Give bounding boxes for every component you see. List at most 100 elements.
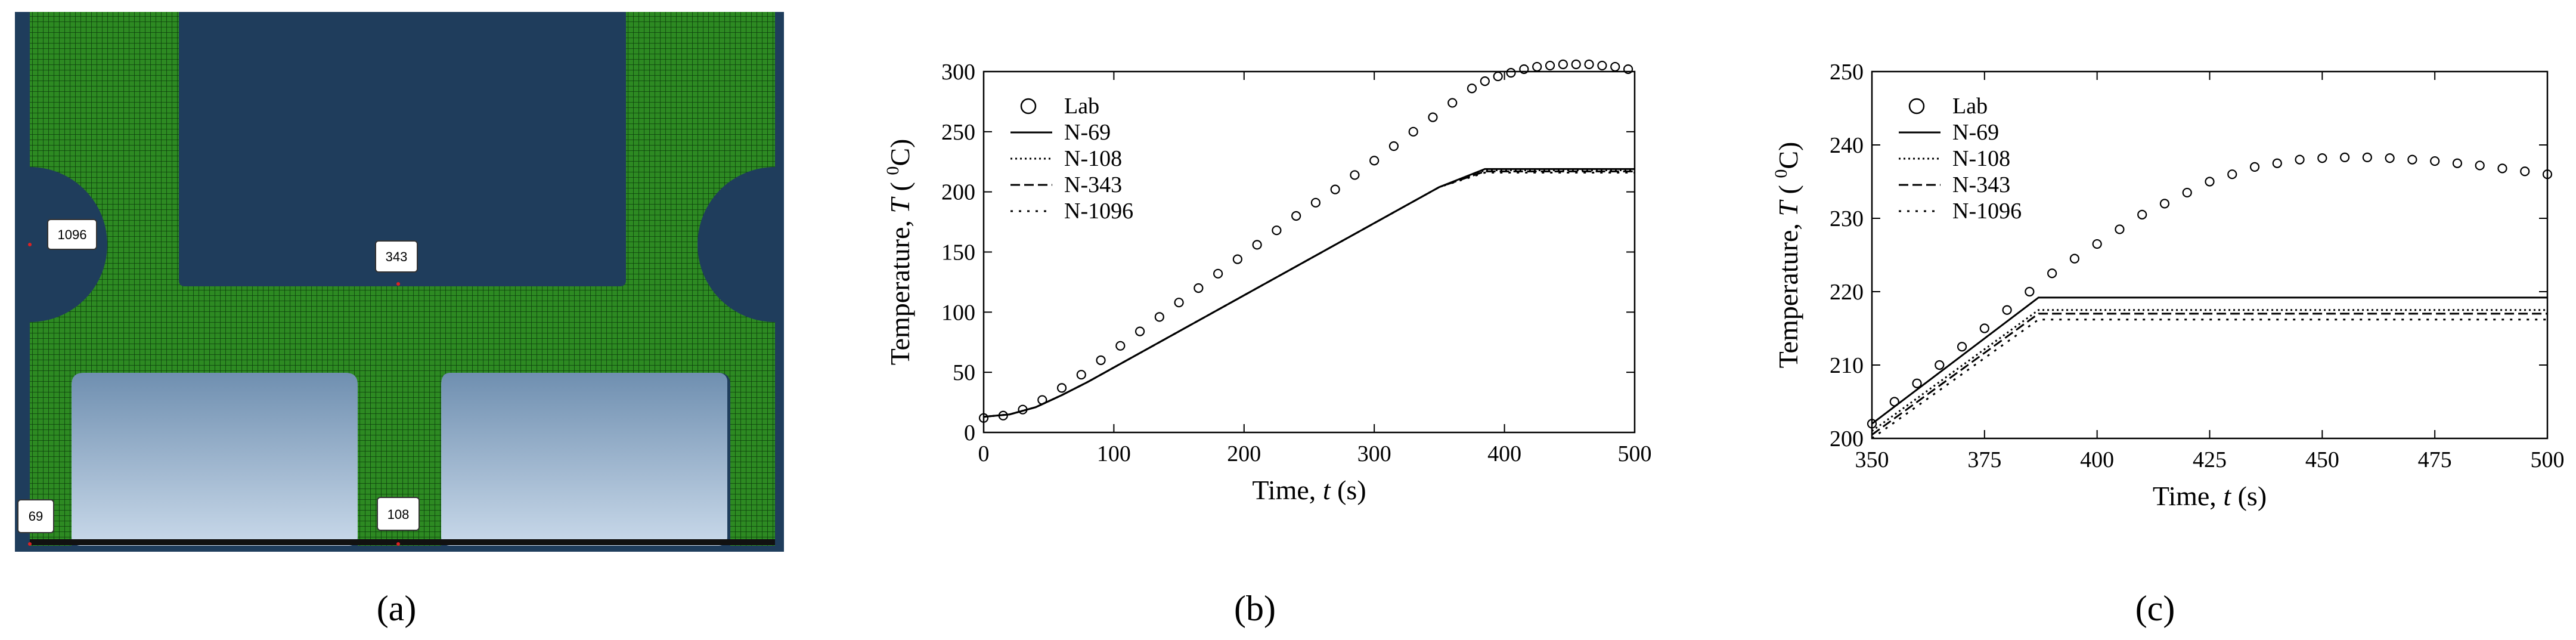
node-label-108: 108 [377, 497, 420, 531]
lab-data-point [1623, 64, 1633, 75]
x-tick-label: 400 [1487, 441, 1521, 466]
panel-a-mesh: 1096 343 69 108 [15, 12, 784, 552]
lab-data-point [1272, 225, 1282, 236]
lab-data-point [1388, 141, 1399, 152]
y-tick-label: 250 [1830, 60, 1864, 85]
y-axis-label: Temperature, T ( 0C) [1771, 142, 1803, 369]
y-axis-label: Temperature, T ( 0C) [883, 139, 915, 366]
lab-data-point [1979, 323, 1989, 333]
lab-data-point [1558, 59, 1568, 70]
legend-label: N-108 [1952, 146, 2010, 171]
lab-data-point [1232, 254, 1242, 264]
lab-data-point [1519, 64, 1529, 75]
x-tick-label: 350 [1855, 447, 1889, 472]
y-tick-label: 210 [1830, 353, 1864, 378]
legend-label: N-69 [1064, 120, 1111, 145]
caption-c: (c) [2135, 589, 2175, 628]
lab-data-point [2227, 169, 2237, 180]
lab-data-point [1532, 61, 1542, 72]
x-tick-label: 375 [1967, 447, 2001, 472]
node-label-343: 343 [375, 240, 418, 273]
lab-data-point [2340, 152, 2350, 163]
series-line-n-1096 [1871, 319, 2547, 440]
lower-gap-left [72, 373, 358, 546]
lab-data-point [2430, 156, 2440, 166]
legend-label: Lab [1064, 94, 1099, 119]
x-tick-label: 450 [2305, 447, 2339, 472]
svg-text:69: 69 [29, 509, 43, 524]
node-marker-1096 [28, 243, 32, 246]
lab-data-point [2069, 253, 2079, 264]
series-line-n-343 [1871, 313, 2547, 436]
lab-data-point [2115, 224, 2125, 234]
lab-data-point [2295, 154, 2305, 165]
x-axis-label: Time, t (s) [2153, 481, 2267, 511]
lab-data-point [1056, 383, 1067, 393]
lab-data-point [2182, 187, 2192, 198]
lab-data-point [1194, 283, 1204, 293]
lab-data-point [1506, 67, 1516, 78]
lab-data-point [1096, 355, 1106, 366]
y-tick-label: 250 [941, 120, 975, 145]
series-line-n-343 [983, 170, 1635, 418]
lab-data-point [1867, 419, 1877, 429]
y-tick-label: 100 [941, 300, 975, 325]
caption-b: (b) [1234, 589, 1276, 628]
legend-label: N-1096 [1064, 199, 1133, 224]
lab-data-point [2047, 268, 2057, 279]
lab-data-point [2497, 163, 2507, 174]
lab-data-point [2249, 162, 2260, 172]
mesh-body [30, 12, 775, 546]
lab-data-point [1935, 360, 1945, 370]
lower-gap-right [441, 373, 727, 546]
lab-data-point [2407, 154, 2417, 165]
y-tick-label: 240 [1830, 133, 1864, 158]
lab-data-point [1957, 342, 1967, 352]
lab-data-point [1076, 370, 1086, 380]
lab-data-point [2272, 158, 2282, 168]
lab-data-point [1480, 76, 1490, 86]
y-tick-label: 220 [1830, 280, 1864, 305]
lab-data-point [2317, 153, 2327, 163]
x-tick-label: 400 [2080, 447, 2114, 472]
x-tick-label: 475 [2418, 447, 2452, 472]
svg-text:108: 108 [388, 507, 410, 522]
x-tick-label: 200 [1227, 441, 1261, 466]
lab-data-point [1310, 197, 1321, 208]
x-axis-label: Time, t (s) [1252, 475, 1366, 505]
lab-data-point [1545, 60, 1555, 71]
chart-c: 350 375 400 425 450 475 500 200 210 220 230 240 250 T… [1771, 60, 2565, 511]
x-tick-label: 425 [2193, 447, 2227, 472]
lab-data-point [1571, 59, 1581, 70]
legend-marker-lab [1908, 98, 1925, 115]
mesh-bottom-bar [30, 539, 775, 545]
caption-a: (a) [377, 589, 417, 628]
lab-data-point [2452, 158, 2463, 168]
lab-data-point [1369, 156, 1380, 166]
lab-data-point [2002, 305, 2012, 315]
legend-label: Lab [1952, 94, 1988, 119]
lab-data-point [2137, 209, 2147, 219]
series-line-n-108 [983, 169, 1635, 418]
y-tick-label: 0 [964, 421, 975, 446]
x-tick-label: 500 [2531, 447, 2565, 472]
y-tick-label: 300 [941, 60, 975, 85]
x-tick-label: 300 [1357, 441, 1391, 466]
legend-label: N-343 [1952, 172, 2010, 197]
lab-data-point [2520, 166, 2530, 177]
x-tick-label: 100 [1097, 441, 1131, 466]
chart-b: 0 100 200 300 400 500 0 50 100 150 200 250 300 Time, … [883, 59, 1652, 505]
node-marker-108 [396, 542, 400, 546]
lab-data-point [1115, 341, 1126, 351]
lab-data-point [1174, 298, 1184, 308]
lab-data-point [2092, 239, 2102, 249]
lab-data-point [2385, 153, 2395, 163]
x-tick-label: 500 [1618, 441, 1652, 466]
lab-data-point [1597, 60, 1607, 71]
svg-text:343: 343 [386, 249, 408, 264]
node-marker-69 [28, 542, 32, 546]
lab-data-point [2542, 169, 2553, 180]
lab-data-point [1447, 98, 1458, 108]
lab-data-point [1408, 126, 1418, 137]
